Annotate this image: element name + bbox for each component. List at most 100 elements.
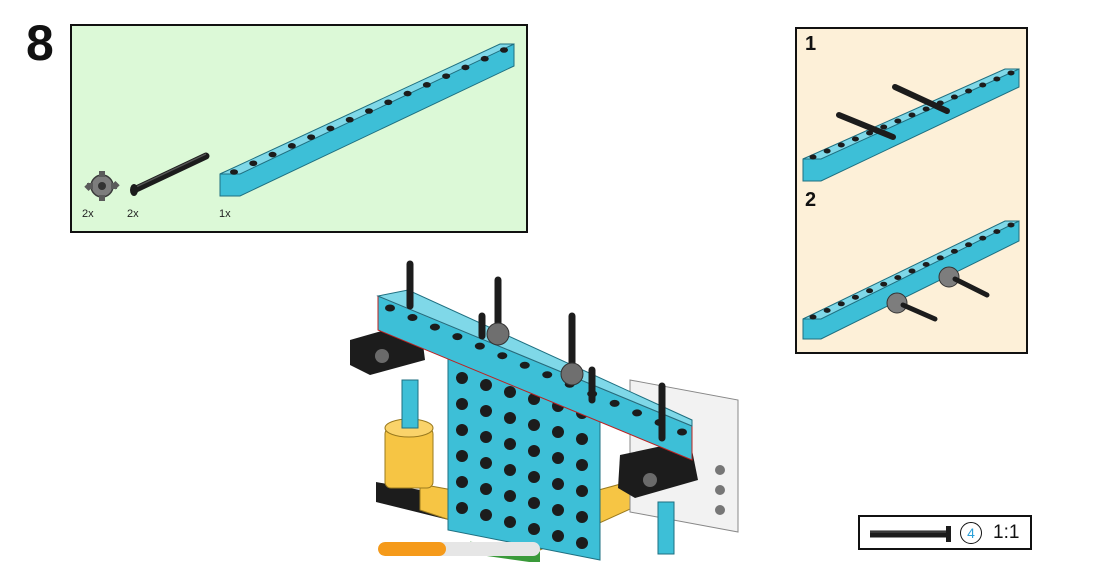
panel-hole <box>504 386 516 398</box>
stud <box>474 342 485 350</box>
stud <box>497 352 508 360</box>
panel-hole <box>576 433 588 445</box>
stud <box>851 294 859 300</box>
stud <box>326 125 335 132</box>
panel-hole <box>528 523 540 535</box>
stud <box>823 307 831 313</box>
substep-1-beam-icon <box>802 68 1020 182</box>
panel-hole <box>480 457 492 469</box>
axle-scale-icon <box>870 526 951 542</box>
panel-hole <box>504 438 516 450</box>
stud <box>880 281 888 287</box>
panel-hole <box>528 497 540 509</box>
panel-hole <box>552 452 564 464</box>
stud <box>979 235 987 241</box>
panel-hole <box>504 464 516 476</box>
substep-1-axle-icon <box>836 84 950 140</box>
stud <box>307 134 316 140</box>
stud <box>500 47 508 53</box>
panel-hole <box>552 504 564 516</box>
stud <box>880 124 888 130</box>
stud <box>809 314 817 320</box>
substep-illustration <box>802 68 1020 340</box>
substep-2-number: 2 <box>805 189 817 211</box>
substep-2-beam-icon <box>802 220 1020 340</box>
panel-hole <box>456 476 468 488</box>
substep-2-gear-icon <box>886 266 990 322</box>
gear-part-icon <box>84 171 120 201</box>
beam-part-icon <box>219 43 515 197</box>
panel-hole <box>504 490 516 502</box>
stud <box>837 301 845 307</box>
progress-fill <box>378 542 447 556</box>
stud <box>922 261 930 267</box>
stud <box>442 73 451 79</box>
stud <box>480 55 489 62</box>
scale-count-badge: 4 <box>960 522 982 544</box>
stud <box>866 288 874 294</box>
panel-hole <box>528 445 540 457</box>
stud <box>965 88 973 94</box>
stud <box>429 323 440 331</box>
stud <box>950 248 958 254</box>
stud <box>268 151 277 158</box>
stud <box>385 304 395 312</box>
panel-hole <box>480 379 492 391</box>
substep-panel: 1 2 <box>795 27 1028 354</box>
stud <box>287 143 296 149</box>
parts-illustration <box>84 43 515 201</box>
stud <box>866 130 874 136</box>
stud <box>894 275 902 281</box>
stud <box>542 371 553 379</box>
stud <box>894 118 902 124</box>
stud <box>809 154 817 160</box>
stud <box>632 409 643 417</box>
panel-hole <box>480 405 492 417</box>
beam-qty: 1x <box>219 208 231 220</box>
stud <box>1007 70 1015 76</box>
panel-hole <box>504 516 516 528</box>
stud <box>965 242 973 248</box>
axle-qty: 2x <box>127 208 139 220</box>
stud <box>979 82 987 88</box>
panel-hole <box>456 372 468 384</box>
stud <box>908 112 916 118</box>
stud <box>365 108 373 114</box>
panel-hole <box>456 450 468 462</box>
progress-bar <box>378 542 540 556</box>
stud <box>249 160 258 167</box>
stud <box>936 255 944 261</box>
panel-hole <box>576 485 588 497</box>
panel-hole <box>480 431 492 443</box>
panel-hole <box>576 511 588 523</box>
stud <box>837 142 845 148</box>
panel-hole <box>504 412 516 424</box>
stud <box>452 333 463 341</box>
stud <box>519 361 530 369</box>
axle-part-icon <box>130 152 210 196</box>
panel-hole <box>576 459 588 471</box>
panel-hole <box>456 424 468 436</box>
stud <box>993 76 1001 82</box>
stud <box>403 90 412 97</box>
stud <box>677 428 687 436</box>
panel-hole <box>576 537 588 549</box>
stud <box>823 148 831 154</box>
stud <box>230 169 238 175</box>
stud <box>993 229 1001 235</box>
panel-hole <box>552 478 564 490</box>
stud <box>461 64 470 71</box>
panel-hole <box>552 426 564 438</box>
panel-hole <box>480 509 492 521</box>
scale-ratio: 1:1 <box>993 522 1020 543</box>
panel-hole <box>456 398 468 410</box>
stud <box>407 314 418 322</box>
stud <box>422 82 431 88</box>
stud <box>922 106 930 112</box>
panel-hole <box>480 483 492 495</box>
stud <box>950 94 958 100</box>
stud <box>609 399 620 407</box>
stud <box>908 268 916 274</box>
parts-panel: 2x 2x 1x <box>70 24 528 233</box>
stud <box>384 99 393 106</box>
